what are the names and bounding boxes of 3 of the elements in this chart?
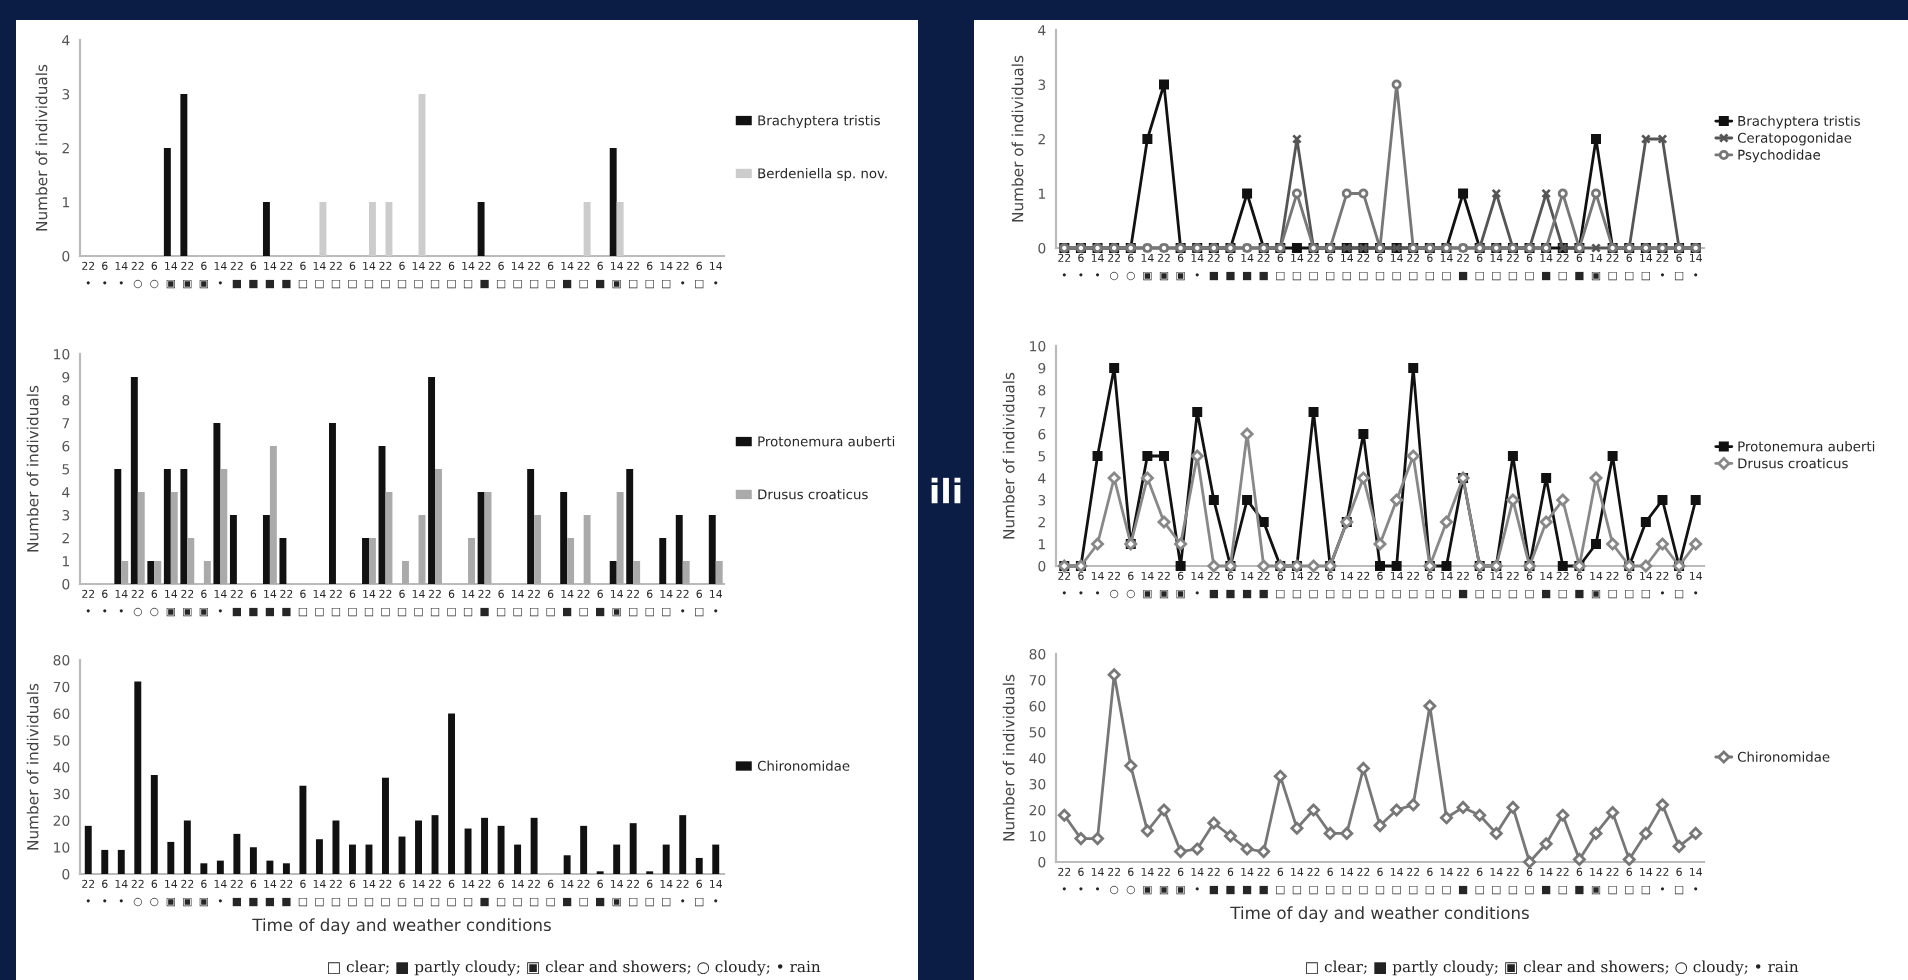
text: ili [931,477,961,504]
x-axis-title: Time of day and weather conditions [252,918,551,935]
x-axis-title: Time of day and weather conditions [1230,906,1529,923]
